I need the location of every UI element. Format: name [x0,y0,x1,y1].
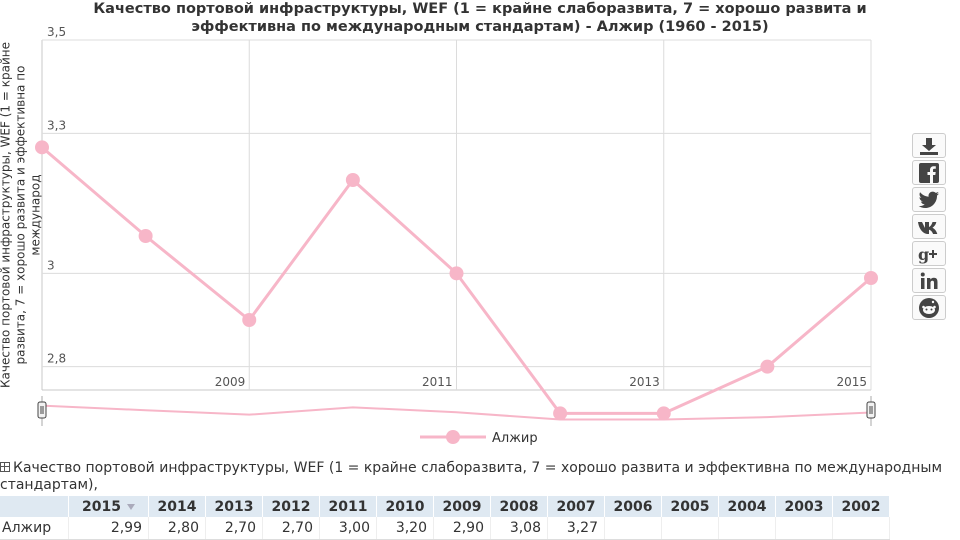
line-chart: 2,8 3 3,3 3,5 2009 2011 2013 2015 Алжир [35,25,878,446]
table-header-2008[interactable]: 2008 [490,496,548,517]
table-header-2010[interactable]: 2010 [376,496,434,517]
share-toolbar: g [912,133,948,322]
x-tick-label: 2015 [836,375,867,389]
data-point [656,406,671,421]
table-cell: 3,20 [376,517,434,540]
table-cell: 2,99 [68,517,149,540]
table-grid-icon [0,462,10,472]
x-tick-label: 2009 [215,375,246,389]
x-tick-label: 2013 [629,375,660,389]
table-row: Алжир 2,99 2,80 2,70 2,70 3,00 3,20 2,90 3,08 3,… [0,517,890,540]
table-cell [832,517,890,540]
data-point [864,271,878,285]
table-header-2005[interactable]: 2005 [661,496,719,517]
navigator-right-handle[interactable] [866,401,876,419]
table-header-label: 2005 [670,498,710,515]
vk-icon[interactable] [912,214,946,239]
navigator-series-line [41,404,872,421]
table-cell: 2,80 [148,517,206,540]
svg-text:g: g [918,245,929,264]
table-cell: 2,90 [433,517,491,540]
table-corner-cell [0,496,69,517]
table-header-label: 2003 [784,498,824,515]
data-point [553,406,568,421]
data-point [760,359,775,374]
y-tick-label: 2,8 [47,352,66,366]
google-plus-icon[interactable]: g [912,241,946,266]
table-cell [775,517,833,540]
table-cell [661,517,719,540]
download-icon[interactable] [912,133,946,158]
table-header-2012[interactable]: 2012 [262,496,320,517]
facebook-icon[interactable] [912,160,946,185]
table-header-2006[interactable]: 2006 [604,496,662,517]
table-header-label: 2012 [271,498,311,515]
table-header-row: 2015 2014 2013 2012 2011 2010 2009 2008 2007 2006… [0,496,890,517]
legend-label[interactable]: Алжир [492,431,538,446]
twitter-icon[interactable] [912,187,946,212]
table-title-text: Качество портовой инфраструктуры, WEF (1… [0,460,943,493]
y-tick-label: 3,5 [47,25,66,39]
table-header-label: 2008 [499,498,539,515]
table-header-2015[interactable]: 2015 [68,496,149,517]
y-tick-label: 3,3 [47,118,66,132]
table-header-2003[interactable]: 2003 [775,496,833,517]
reddit-icon[interactable] [912,295,946,320]
sort-descending-icon[interactable] [126,503,135,510]
table-header-2002[interactable]: 2002 [832,496,890,517]
data-point [449,266,464,281]
table-header-label: 2014 [157,498,197,515]
legend-marker [446,430,460,444]
data-point [242,313,257,327]
navigator-left-handle[interactable] [37,401,47,419]
table-header-label: 2010 [385,498,425,515]
table-header-label: 2009 [442,498,482,515]
table-header-2014[interactable]: 2014 [148,496,206,517]
table-cell [604,517,662,540]
chart-title: Качество портовой инфраструктуры, WEF (1… [0,0,960,36]
table-header-2004[interactable]: 2004 [718,496,776,517]
table-header-label: 2006 [613,498,653,515]
table-header-label: 2007 [556,498,596,515]
table-header-2011[interactable]: 2011 [319,496,377,517]
x-tick-label: 2011 [422,375,453,389]
table-cell: 3,00 [319,517,377,540]
table-header-2013[interactable]: 2013 [205,496,263,517]
table-title: Качество портовой инфраструктуры, WEF (1… [0,460,960,494]
table-header-2009[interactable]: 2009 [433,496,491,517]
chart-title-line-1: Качество портовой инфраструктуры, WEF (1… [93,1,867,17]
data-point [345,173,360,187]
table-header-label: 2013 [214,498,254,515]
table-cell: 3,08 [490,517,548,540]
table-cell [718,517,776,540]
table-header-label: 2002 [841,498,881,515]
table-cell: 3,27 [547,517,605,540]
table-header-label: 2011 [328,498,368,515]
data-point [35,140,49,155]
table-header-2007[interactable]: 2007 [547,496,605,517]
data-point [138,229,153,243]
table-header-label: 2015 [82,498,121,515]
chart-title-line-2: эффективна по международным стандартам) … [191,19,769,35]
table-header-label: 2004 [727,498,767,515]
data-table: 2015 2014 2013 2012 2011 2010 2009 2008 2007 2006… [0,496,890,540]
table-cell: 2,70 [205,517,263,540]
table-cell: 2,70 [262,517,320,540]
linkedin-icon[interactable] [912,268,946,293]
table-row-label: Алжир [0,517,69,540]
y-tick-label: 3 [47,258,55,272]
